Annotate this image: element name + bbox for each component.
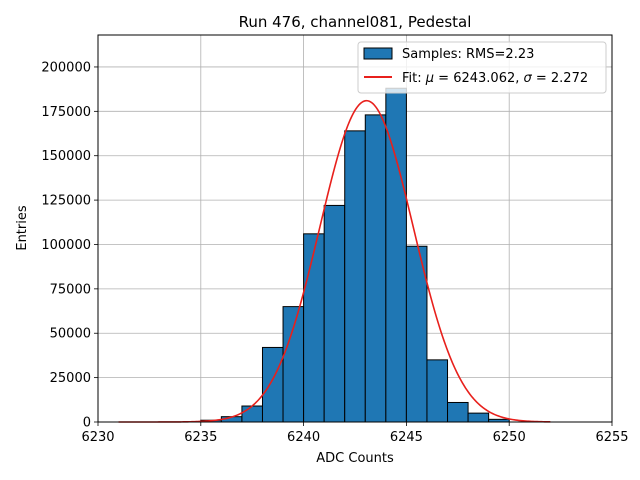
histogram-bar bbox=[323, 204, 346, 423]
x-axis-ticks: 6230 6235 6240 6245 6250 6255 bbox=[81, 422, 629, 445]
x-tick-label: 6245 bbox=[390, 430, 423, 445]
y-tick-label: 150000 bbox=[41, 149, 91, 164]
y-axis-label: Entries bbox=[15, 205, 30, 251]
histogram-bar bbox=[303, 233, 325, 423]
chart-title: Run 476, channel081, Pedestal bbox=[239, 13, 472, 31]
histogram-bar bbox=[241, 405, 263, 423]
histogram-bar bbox=[385, 87, 407, 423]
legend-samples-swatch bbox=[363, 47, 393, 60]
histogram-bar bbox=[447, 401, 469, 423]
x-tick-label: 6235 bbox=[184, 430, 217, 445]
histogram-bar bbox=[467, 412, 490, 423]
legend-samples-label: Samples: RMS=2.23 bbox=[402, 47, 534, 62]
y-tick-label: 125000 bbox=[41, 194, 91, 209]
y-tick-label: 100000 bbox=[41, 238, 91, 253]
x-tick-label: 6230 bbox=[81, 430, 114, 445]
histogram-bar bbox=[426, 359, 449, 423]
legend-fit-mu-value: = 6243.062, bbox=[434, 71, 523, 86]
y-tick-label: 200000 bbox=[41, 60, 91, 75]
legend: Samples: RMS=2.23 Fit: μ = 6243.062, σ =… bbox=[357, 41, 607, 94]
y-axis-ticks: 0 25000 50000 75000 100000 125000 150000 175000… bbox=[41, 60, 98, 431]
histogram-bar bbox=[282, 306, 305, 423]
legend-fit-label: Fit: μ = 6243.062, σ = 2.272 bbox=[402, 71, 588, 86]
y-tick-label: 50000 bbox=[50, 327, 91, 342]
y-tick-label: 175000 bbox=[41, 105, 91, 120]
x-tick-label: 6255 bbox=[595, 430, 628, 445]
x-axis-label: ADC Counts bbox=[316, 451, 394, 466]
x-tick-label: 6250 bbox=[493, 430, 526, 445]
legend-fit-prefix: Fit: bbox=[402, 71, 426, 86]
legend-box bbox=[357, 41, 607, 94]
histogram-bar bbox=[261, 346, 284, 423]
legend-fit-sigma-symbol: σ bbox=[524, 71, 533, 86]
histogram-bar bbox=[364, 114, 387, 423]
y-tick-label: 75000 bbox=[50, 282, 91, 297]
histogram-bars bbox=[200, 87, 510, 423]
histogram-bar bbox=[344, 130, 366, 423]
legend-fit-sigma-value: = 2.272 bbox=[532, 71, 588, 86]
x-tick-label: 6240 bbox=[287, 430, 320, 445]
y-tick-label: 0 bbox=[83, 416, 91, 431]
y-tick-label: 25000 bbox=[50, 371, 91, 386]
plot-frame bbox=[97, 34, 613, 423]
legend-fit-mu-symbol: μ bbox=[425, 71, 434, 86]
